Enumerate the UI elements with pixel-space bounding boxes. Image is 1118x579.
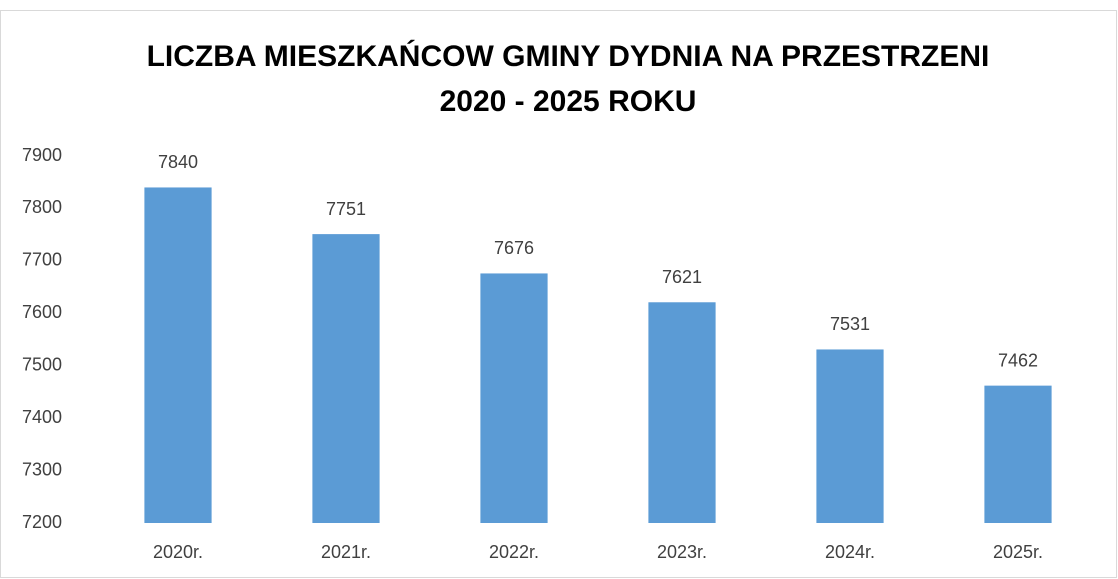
y-tick-label: 7700 [22,250,62,270]
chart-title: LICZBA MIESZKAŃCOW GMINY DYDNIA NA PRZES… [147,39,990,73]
y-tick-label: 7300 [22,459,62,479]
x-tick-label: 2023r. [657,542,707,562]
data-label: 7531 [830,314,870,334]
data-label: 7676 [494,238,534,258]
data-label: 7751 [326,199,366,219]
bar [480,273,548,523]
x-tick-label: 2024r. [825,542,875,562]
y-tick-label: 7600 [22,302,62,322]
chart-title: 2020 - 2025 ROKU [440,85,697,118]
x-tick-label: 2021r. [321,542,371,562]
bar [984,385,1052,523]
bar [816,349,884,523]
x-tick-label: 2020r. [153,542,203,562]
x-tick-label: 2025r. [993,542,1043,562]
data-label: 7621 [662,267,702,287]
y-tick-label: 7500 [22,354,62,374]
bar [144,187,212,523]
y-tick-label: 7200 [22,512,62,532]
x-tick-label: 2022r. [489,542,539,562]
y-tick-label: 7900 [22,145,62,165]
data-label: 7462 [998,350,1038,370]
y-tick-label: 7800 [22,197,62,217]
y-tick-label: 7400 [22,407,62,427]
bar [312,234,380,523]
data-label: 7840 [158,152,198,172]
bar [648,302,716,523]
